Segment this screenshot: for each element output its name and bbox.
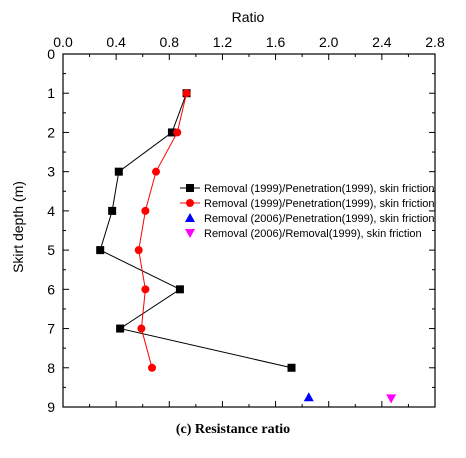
series-1-point	[96, 246, 105, 255]
series-1-line	[99, 93, 292, 369]
x-axis-label: Ratio	[232, 9, 265, 25]
x-tick-label: 1.6	[266, 34, 286, 50]
y-tick-label: 1	[47, 85, 55, 101]
series-2-point	[141, 206, 150, 215]
y-tick-label: 8	[47, 360, 55, 376]
legend-marker	[185, 229, 195, 238]
x-tick-label: 1.2	[213, 34, 233, 50]
legend-item: Removal (2006)/Penetration(1999), skin f…	[185, 213, 435, 225]
series-2-point	[182, 89, 191, 98]
series-3	[303, 392, 314, 402]
series-1-point	[167, 128, 176, 137]
series-1-point	[175, 285, 184, 294]
series-layer	[96, 89, 397, 404]
series-2-point	[141, 285, 150, 294]
series-2-point	[173, 128, 182, 137]
x-tick-label: 0.8	[160, 34, 180, 50]
y-tick-label: 2	[47, 124, 55, 140]
series-2-point	[137, 324, 146, 333]
y-tick-label: 5	[47, 242, 55, 258]
legend-marker	[186, 199, 194, 207]
x-tick-label: 2.8	[425, 34, 445, 50]
y-tick-label: 7	[47, 321, 55, 337]
legend-label: Removal (1999)/Penetration(1999), skin f…	[204, 198, 435, 210]
series-4	[386, 394, 397, 404]
series-2-point	[134, 246, 143, 255]
figure-caption: (c) Resistance ratio	[175, 422, 291, 437]
series-4-point	[386, 394, 397, 404]
y-axis-label: Skirt depth (m)	[10, 181, 26, 273]
series-3-point	[303, 392, 314, 402]
legend-label: Removal (2006)/Penetration(1999), skin f…	[204, 213, 435, 225]
legend: Removal (1999)/Penetration(1999), skin f…	[180, 183, 435, 240]
series-1-point	[116, 324, 125, 333]
y-tick-label: 3	[47, 164, 55, 180]
series-1-point	[114, 167, 123, 176]
legend-item: Removal (2006)/Removal(1999), skin frict…	[185, 228, 422, 240]
y-tick-label: 6	[47, 281, 55, 297]
legend-item: Removal (1999)/Penetration(1999), skin f…	[180, 198, 435, 210]
legend-marker	[186, 184, 194, 192]
resistance-ratio-chart: 0.0 0.4 0.8 1.2 1.6 2.0 2.4 2.8 0 1 2 3 4 5 6 7 8 9 Remov…	[10, 9, 445, 415]
series-2-line	[138, 93, 188, 368]
series-2-point	[148, 363, 157, 372]
series-2	[134, 89, 191, 372]
legend-item: Removal (1999)/Penetration(1999), skin f…	[180, 183, 435, 195]
legend-marker	[185, 213, 195, 222]
x-tick-label: 0.4	[106, 34, 126, 50]
series-1-point	[108, 206, 117, 215]
series-2-point	[152, 167, 160, 176]
axes: 0.0 0.4 0.8 1.2 1.6 2.0 2.4 2.8 0 1 2 3 4 5 6 7 8 9	[47, 34, 445, 415]
x-tick-label: 2.4	[372, 34, 392, 50]
series-1-point	[287, 363, 296, 372]
legend-label: Removal (2006)/Removal(1999), skin frict…	[204, 228, 422, 240]
legend-label: Removal (1999)/Penetration(1999), skin f…	[204, 183, 435, 195]
y-tick-label: 9	[47, 399, 55, 415]
x-tick-label: 2.0	[319, 34, 339, 50]
x-tick-label: 0.0	[53, 34, 73, 50]
y-tick-label: 0	[47, 46, 55, 62]
y-tick-label: 4	[47, 203, 55, 219]
